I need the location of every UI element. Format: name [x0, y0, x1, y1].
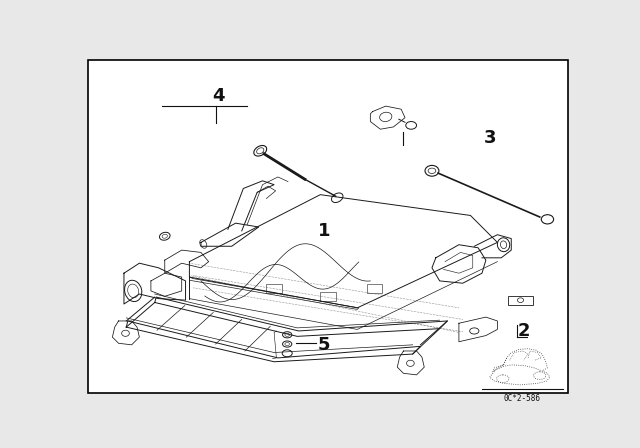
- Bar: [367, 284, 382, 293]
- Text: 0C*2-586: 0C*2-586: [504, 394, 541, 403]
- Text: 5: 5: [318, 336, 330, 354]
- Text: 1: 1: [318, 222, 330, 240]
- Text: 3: 3: [483, 129, 496, 147]
- Bar: [320, 292, 336, 301]
- Bar: [508, 296, 533, 305]
- Text: 4: 4: [212, 87, 225, 105]
- Text: 2: 2: [518, 322, 531, 340]
- Bar: [266, 284, 282, 293]
